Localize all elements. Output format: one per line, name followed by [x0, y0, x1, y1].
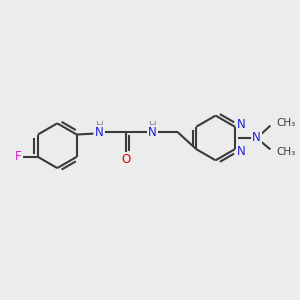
- Text: N: N: [252, 131, 261, 145]
- Text: O: O: [122, 153, 131, 166]
- Text: H: H: [96, 121, 104, 131]
- Text: N: N: [95, 126, 104, 139]
- Text: H: H: [148, 121, 156, 131]
- Text: CH₃: CH₃: [276, 118, 295, 128]
- Text: F: F: [14, 150, 21, 164]
- Text: CH₃: CH₃: [276, 147, 295, 157]
- Text: N: N: [148, 126, 157, 139]
- Text: N: N: [237, 118, 246, 131]
- Text: N: N: [237, 145, 246, 158]
